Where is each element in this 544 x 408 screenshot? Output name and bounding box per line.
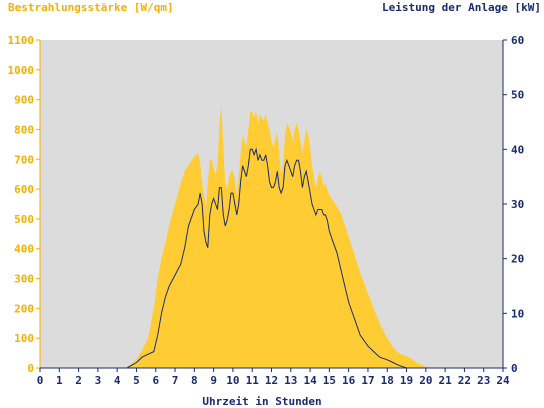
x-tick-label: 12 bbox=[265, 374, 278, 387]
x-tick-label: 2 bbox=[75, 374, 82, 387]
left-axis-title: Bestrahlungsstärke [W/qm] bbox=[8, 1, 174, 14]
x-tick-label: 18 bbox=[381, 374, 394, 387]
x-tick-label: 5 bbox=[133, 374, 140, 387]
irradiance-area bbox=[40, 105, 503, 368]
x-tick-label: 17 bbox=[361, 374, 374, 387]
left-tick-label: 1000 bbox=[8, 64, 35, 77]
x-tick-label: 4 bbox=[114, 374, 121, 387]
left-tick-label: 400 bbox=[14, 243, 34, 256]
x-tick-label: 3 bbox=[95, 374, 102, 387]
x-axis-title: Uhrzeit in Stunden bbox=[202, 395, 321, 408]
right-tick-label: 30 bbox=[511, 198, 524, 211]
x-tick-label: 15 bbox=[323, 374, 336, 387]
x-tick-label: 1 bbox=[56, 374, 63, 387]
x-tick-label: 9 bbox=[210, 374, 217, 387]
x-tick-label: 24 bbox=[496, 374, 510, 387]
left-tick-label: 1100 bbox=[8, 34, 35, 47]
x-tick-label: 20 bbox=[419, 374, 432, 387]
x-tick-label: 6 bbox=[152, 374, 159, 387]
x-tick-label: 8 bbox=[191, 374, 198, 387]
x-tick-label: 22 bbox=[458, 374, 471, 387]
left-tick-label: 100 bbox=[14, 332, 34, 345]
right-tick-label: 20 bbox=[511, 253, 524, 266]
left-tick-label: 800 bbox=[14, 123, 34, 136]
x-tick-label: 11 bbox=[246, 374, 260, 387]
x-tick-label: 0 bbox=[37, 374, 44, 387]
x-tick-label: 13 bbox=[284, 374, 297, 387]
x-tick-label: 23 bbox=[477, 374, 490, 387]
x-tick-label: 7 bbox=[172, 374, 179, 387]
x-tick-label: 19 bbox=[400, 374, 413, 387]
right-tick-label: 40 bbox=[511, 143, 524, 156]
left-tick-label: 500 bbox=[14, 213, 34, 226]
power-line bbox=[40, 147, 503, 369]
x-tick-label: 14 bbox=[303, 374, 317, 387]
right-tick-label: 0 bbox=[511, 362, 518, 375]
right-tick-label: 50 bbox=[511, 89, 524, 102]
left-tick-label: 700 bbox=[14, 153, 34, 166]
right-tick-label: 10 bbox=[511, 307, 524, 320]
x-tick-label: 16 bbox=[342, 374, 356, 387]
left-tick-label: 900 bbox=[14, 94, 34, 107]
left-tick-label: 300 bbox=[14, 273, 34, 286]
x-tick-label: 21 bbox=[439, 374, 453, 387]
x-tick-label: 10 bbox=[226, 374, 239, 387]
left-tick-label: 200 bbox=[14, 302, 34, 315]
left-tick-label: 0 bbox=[27, 362, 34, 375]
right-tick-label: 60 bbox=[511, 34, 524, 47]
left-tick-label: 600 bbox=[14, 183, 34, 196]
right-axis-title: Leistung der Anlage [kW] bbox=[382, 1, 541, 14]
